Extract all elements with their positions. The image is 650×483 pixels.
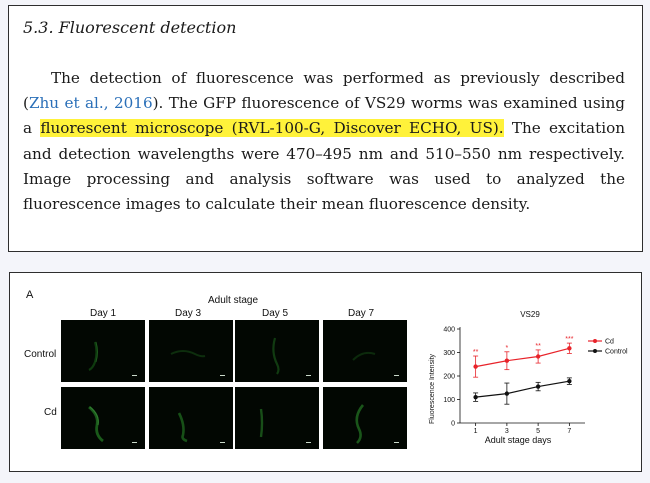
significance-label: *** bbox=[565, 336, 573, 343]
column-label-day1: Day 1 bbox=[90, 308, 117, 319]
row-label-cd: Cd bbox=[44, 407, 57, 418]
y-tick-label: 300 bbox=[443, 350, 455, 357]
paragraph-text-3: The excitation and detection wavelengths… bbox=[23, 119, 625, 214]
data-point bbox=[473, 394, 478, 400]
figure-panel: A Adult stage Day 1 Day 3 Day 5 Day 7 Co… bbox=[9, 272, 642, 472]
line-chart: VS29 Fluorescence Intensity Adult stage … bbox=[429, 310, 628, 445]
y-tick-label: 400 bbox=[443, 327, 455, 334]
column-label-day3: Day 3 bbox=[175, 308, 202, 319]
legend-label-control: Control bbox=[605, 349, 628, 356]
y-tick-label: 200 bbox=[443, 374, 455, 381]
section-title: 5.3. Fluorescent detection bbox=[23, 18, 237, 37]
x-tick-label: 5 bbox=[536, 428, 540, 435]
data-point bbox=[504, 358, 510, 363]
column-label-day5: Day 5 bbox=[262, 308, 289, 319]
highlighted-text[interactable]: fluorescent microscope (RVL-100-G, Disco… bbox=[40, 119, 504, 138]
significance-label: * bbox=[506, 345, 509, 352]
micrograph-control-day5 bbox=[235, 320, 319, 382]
significance-label: ** bbox=[473, 349, 479, 356]
legend-marker bbox=[593, 349, 597, 353]
x-axis-label: Adult stage days bbox=[485, 435, 552, 445]
legend-marker bbox=[593, 339, 597, 343]
y-tick-label: 0 bbox=[451, 421, 455, 428]
data-point bbox=[473, 364, 478, 369]
series-line-cd bbox=[475, 347, 570, 368]
paragraph-text-1: The detection of fluorescence was perfor… bbox=[23, 69, 625, 113]
legend-label-cd: Cd bbox=[605, 339, 614, 346]
micrograph-cd-day7 bbox=[323, 387, 407, 449]
data-point bbox=[567, 378, 572, 384]
panel-label: A bbox=[26, 289, 34, 301]
x-tick-label: 7 bbox=[567, 428, 571, 435]
text-section: 5.3. Fluorescent detection The detection… bbox=[8, 5, 643, 252]
micrograph-cd-day5 bbox=[235, 387, 319, 449]
chart-title: VS29 bbox=[520, 310, 540, 319]
significance-label: ** bbox=[535, 343, 541, 350]
x-tick-label: 3 bbox=[505, 428, 509, 435]
group-title: Adult stage bbox=[208, 295, 259, 306]
x-tick-label: 1 bbox=[474, 428, 478, 435]
citation-link[interactable]: Zhu et al., 2016 bbox=[28, 94, 153, 113]
body-paragraph: The detection of fluorescence was perfor… bbox=[23, 66, 625, 217]
data-point bbox=[504, 391, 510, 396]
series-line-control bbox=[475, 380, 570, 398]
micrograph-control-day1 bbox=[61, 320, 145, 382]
data-point bbox=[535, 384, 541, 389]
micrograph-cd-day1 bbox=[61, 387, 145, 449]
micrograph-control-day3 bbox=[149, 320, 233, 382]
row-label-control: Control bbox=[24, 349, 57, 360]
data-point bbox=[567, 346, 572, 351]
y-tick-label: 100 bbox=[443, 397, 455, 404]
column-label-day7: Day 7 bbox=[348, 308, 375, 319]
y-axis-label: Fluorescence Intensity bbox=[429, 353, 436, 424]
micrograph-control-day7 bbox=[323, 320, 407, 382]
data-point bbox=[535, 354, 541, 359]
micrograph-cd-day3 bbox=[149, 387, 233, 449]
paragraph-text-2: ). The GFP fluorescence of VS29 worms wa… bbox=[23, 94, 625, 138]
